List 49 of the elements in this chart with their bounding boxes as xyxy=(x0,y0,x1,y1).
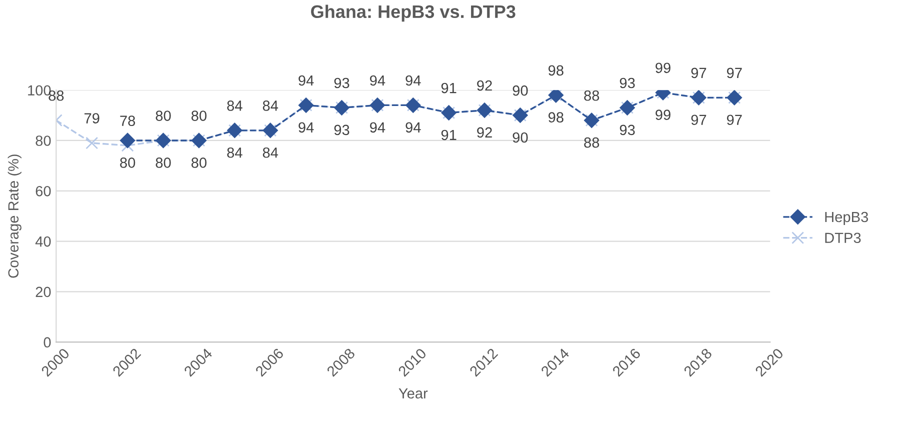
data-label: 94 xyxy=(370,122,386,133)
data-label: 97 xyxy=(726,68,742,78)
data-label: 88 xyxy=(584,90,600,101)
data-label: 94 xyxy=(406,122,421,133)
y-tick-label: 40 xyxy=(35,236,51,247)
data-label: 88 xyxy=(48,90,64,101)
y-axis-title: Coverage Rate (%) xyxy=(8,154,22,278)
data-label: 97 xyxy=(691,114,706,126)
data-label: 78 xyxy=(120,116,136,126)
data-label: 91 xyxy=(441,82,456,94)
data-label: 88 xyxy=(584,137,600,148)
data-label: 93 xyxy=(620,124,635,136)
data-label: 94 xyxy=(370,75,386,86)
data-label: 98 xyxy=(548,65,564,76)
y-tick-label: 60 xyxy=(36,186,51,196)
legend-label: DTP3 xyxy=(825,232,861,244)
data-label: 84 xyxy=(262,100,278,111)
y-tick-label: 20 xyxy=(36,286,51,298)
data-label: 98 xyxy=(548,112,564,123)
data-label: 93 xyxy=(620,78,635,88)
x-axis-title: Year xyxy=(398,388,428,399)
data-label: 80 xyxy=(191,158,206,168)
data-label: 99 xyxy=(656,62,670,74)
data-label: 94 xyxy=(298,122,314,133)
data-label: 93 xyxy=(334,78,350,88)
data-label: 80 xyxy=(191,110,206,121)
data-label: 90 xyxy=(512,132,528,143)
legend-label: HepB3 xyxy=(825,212,868,226)
data-label: 94 xyxy=(406,75,421,86)
data-label: 80 xyxy=(156,158,171,168)
data-label: 97 xyxy=(691,68,706,78)
data-label: 93 xyxy=(334,124,350,136)
data-label: 97 xyxy=(726,114,742,126)
data-label: 80 xyxy=(120,158,136,168)
data-label: 94 xyxy=(298,75,314,86)
data-label: 79 xyxy=(84,113,100,124)
data-label: 84 xyxy=(227,100,242,111)
data-label: 99 xyxy=(656,110,670,120)
data-label: 92 xyxy=(477,80,492,91)
y-tick-label: 80 xyxy=(36,136,51,146)
data-label: 84 xyxy=(262,147,278,158)
data-label: 91 xyxy=(441,130,456,140)
data-label: 92 xyxy=(477,127,492,138)
data-label: 80 xyxy=(156,110,171,121)
y-tick-label: 100 xyxy=(28,85,51,96)
y-tick-label: 0 xyxy=(44,337,51,348)
data-label: 84 xyxy=(227,147,242,158)
chart-title: Ghana: HepB3 vs. DTP3 xyxy=(311,4,516,22)
data-label: 90 xyxy=(512,85,528,96)
